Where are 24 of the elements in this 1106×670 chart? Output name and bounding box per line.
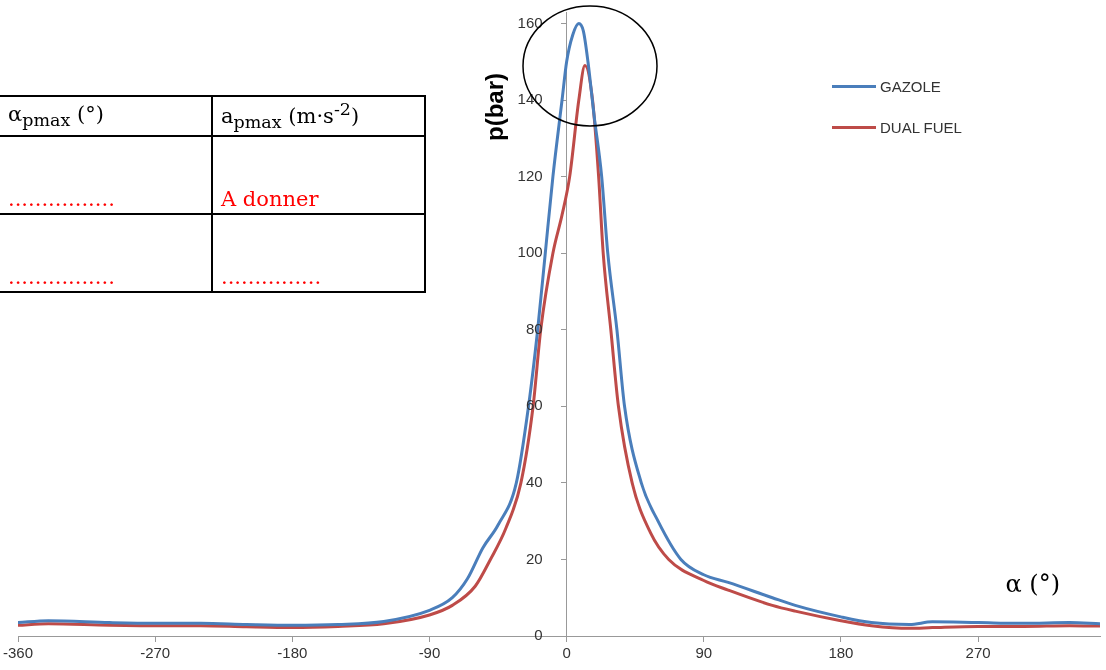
annotation: a$_{pmax}$ (m·s$^{-2}$): [212, 96, 425, 136]
x-tick-label: 0: [562, 644, 571, 662]
x-tick-label: 270: [965, 644, 991, 662]
y-tick-label: 40: [525, 473, 543, 491]
legend-label: DUAL FUEL: [880, 119, 962, 136]
x-tick-label: -270: [140, 644, 171, 662]
y-tick-label: 20: [525, 549, 543, 567]
x-tick-label: -360: [3, 644, 34, 662]
legend-label: GAZOLE: [880, 78, 941, 95]
annotation: α$_{pmax}$ (°): [0, 96, 212, 136]
annotation: ................: [0, 214, 212, 292]
y-axis-title: p(bar): [481, 73, 509, 141]
x-axis-title: α (°): [1005, 570, 1060, 599]
y-tick-label: 160: [517, 13, 543, 31]
x-tick-label: 180: [828, 644, 854, 662]
x-tick-label: -90: [418, 644, 441, 662]
x-tick-label: 90: [695, 644, 713, 662]
y-tick-label: 0: [534, 626, 543, 644]
y-tick-label: 100: [517, 243, 543, 261]
annotation: ................: [0, 136, 212, 214]
y-tick-label: 120: [517, 166, 543, 184]
x-tick-label: -180: [277, 644, 308, 662]
annotation: ...............: [212, 214, 425, 292]
annotation: A donner: [212, 136, 425, 214]
